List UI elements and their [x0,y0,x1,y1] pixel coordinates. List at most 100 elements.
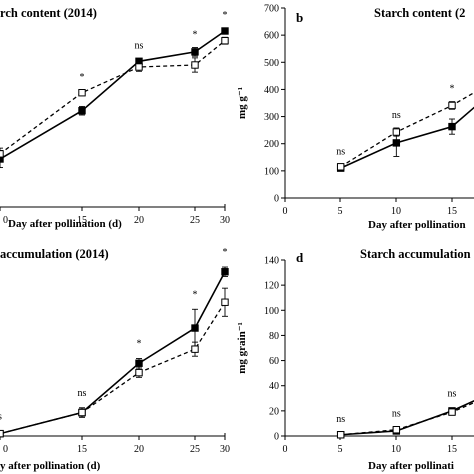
chart-title: accumulation (2014) [0,247,109,261]
x-axis-label: y after pollination (d) [0,460,101,472]
data-point-open-square [191,61,199,69]
y-tick-label: 200 [264,139,279,150]
data-point-filled-square [191,48,199,56]
x-tick-label: 10 [391,206,401,217]
significance-label: * [80,72,85,83]
x-tick-label: 0 [283,444,288,455]
x-tick-label: 0 [3,215,8,226]
significance-label: * [450,84,455,95]
series-line-filled [340,106,474,169]
chart-title: Starch content (2 [374,6,465,20]
significance-label: * [193,30,198,41]
x-tick-label: 30 [220,215,230,226]
data-point-open-square [0,150,4,158]
data-point-open-square [336,431,345,439]
chart-title: rch content (2014) [0,6,97,20]
data-point-filled-square [448,122,456,131]
significance-label: ns [392,110,401,121]
significance-label: ns [448,388,457,399]
x-tick-label: 5 [338,444,343,455]
y-tick-label: 600 [264,31,279,42]
y-tick-label: 300 [264,112,279,123]
panel-letter: d [296,250,304,265]
plot-area [0,27,229,169]
plot-area [0,266,229,438]
x-tick-label: 0 [283,206,288,217]
y-tick-label: 120 [264,281,279,292]
y-tick-label: 700 [264,4,279,15]
data-point-open-square [135,368,143,377]
significance-label: ns [336,414,345,425]
data-point-filled-square [78,107,86,115]
data-point-open-square [78,89,86,97]
x-tick-label: 25 [190,215,200,226]
x-tick-label: 15 [447,206,457,217]
data-point-open-square [221,37,229,45]
x-tick-label: 25 [190,444,200,455]
data-point-open-square [448,101,456,110]
plot-area [336,400,474,439]
data-point-open-square [392,128,401,136]
data-point-open-square [392,426,401,434]
x-tick-label: 30 [220,444,230,455]
x-tick-label: 0 [3,444,8,455]
data-point-open-square [221,298,229,306]
panel-b-starch-content: 0 100 200 300 400 500 600 700 mg g⁻¹ 0 5 10 15 Day af… [236,4,474,231]
x-tick-label: 5 [338,206,343,217]
y-tick-label: 0 [274,194,279,205]
x-axis-label: Day after pollinati [368,460,454,472]
x-axis-label: Day after pollination [368,219,466,231]
data-point-filled-square [221,27,229,35]
x-tick-label: 20 [134,444,144,455]
significance-label: s [0,411,2,422]
significance-label: * [193,289,198,300]
data-point-open-square [135,63,143,71]
y-tick-label: 400 [264,85,279,96]
significance-label: * [223,247,228,258]
significance-label: ns [135,40,144,51]
significance-label: * [137,339,142,350]
panel-letter: b [296,10,303,25]
data-point-filled-square [392,139,401,147]
data-point-open-square [191,345,199,353]
data-point-open-square [448,408,456,416]
y-tick-label: 20 [269,406,279,417]
series-line-filled [0,30,226,160]
x-tick-label: 10 [391,444,401,455]
data-point-open-square [0,429,4,438]
y-tick-label: 80 [269,331,279,342]
x-tick-label: 20 [134,215,144,226]
significance-label: ns [392,408,401,419]
plot-area [336,91,474,172]
y-axis-label: mg grain⁻¹ [236,322,248,374]
data-point-filled-square [221,268,229,276]
y-tick-label: 140 [264,256,279,267]
y-tick-label: 0 [274,432,279,443]
data-point-filled-square [0,155,4,163]
data-point-filled-square [135,359,143,367]
panel-d-starch-accumulation: 0 20 40 60 80 100 120 140 mg grain⁻¹ 0 5 10 15 Day af… [236,247,474,472]
panel-a-starch-content-2014: 0 15 20 25 30 Day after pollination (d) rch co… [0,6,230,230]
significance-label: ns [336,147,345,158]
x-axis-label: Day after pollination (d) [8,218,122,230]
y-tick-label: 100 [264,166,279,177]
chart-title: Starch accumulation [360,247,471,261]
data-point-open-square [336,163,345,171]
x-tick-label: 15 [77,444,87,455]
series-line-filled [0,271,226,435]
significance-label: ns [78,388,87,399]
y-tick-label: 60 [269,356,279,367]
series-line-open [0,301,226,435]
data-point-open-square [78,408,86,417]
data-point-filled-square [191,324,199,332]
y-tick-label: 500 [264,58,279,69]
significance-label: * [223,10,228,21]
y-tick-label: 100 [264,306,279,317]
series-line-open [340,401,474,436]
panel-c-starch-accumulation-2014: 0 15 20 25 30 y after pollination (d) accumula… [0,247,230,472]
x-tick-label: 15 [447,444,457,455]
series-line-open [0,40,226,155]
y-tick-label: 40 [269,381,279,392]
y-axis-label: mg g⁻¹ [236,87,248,119]
